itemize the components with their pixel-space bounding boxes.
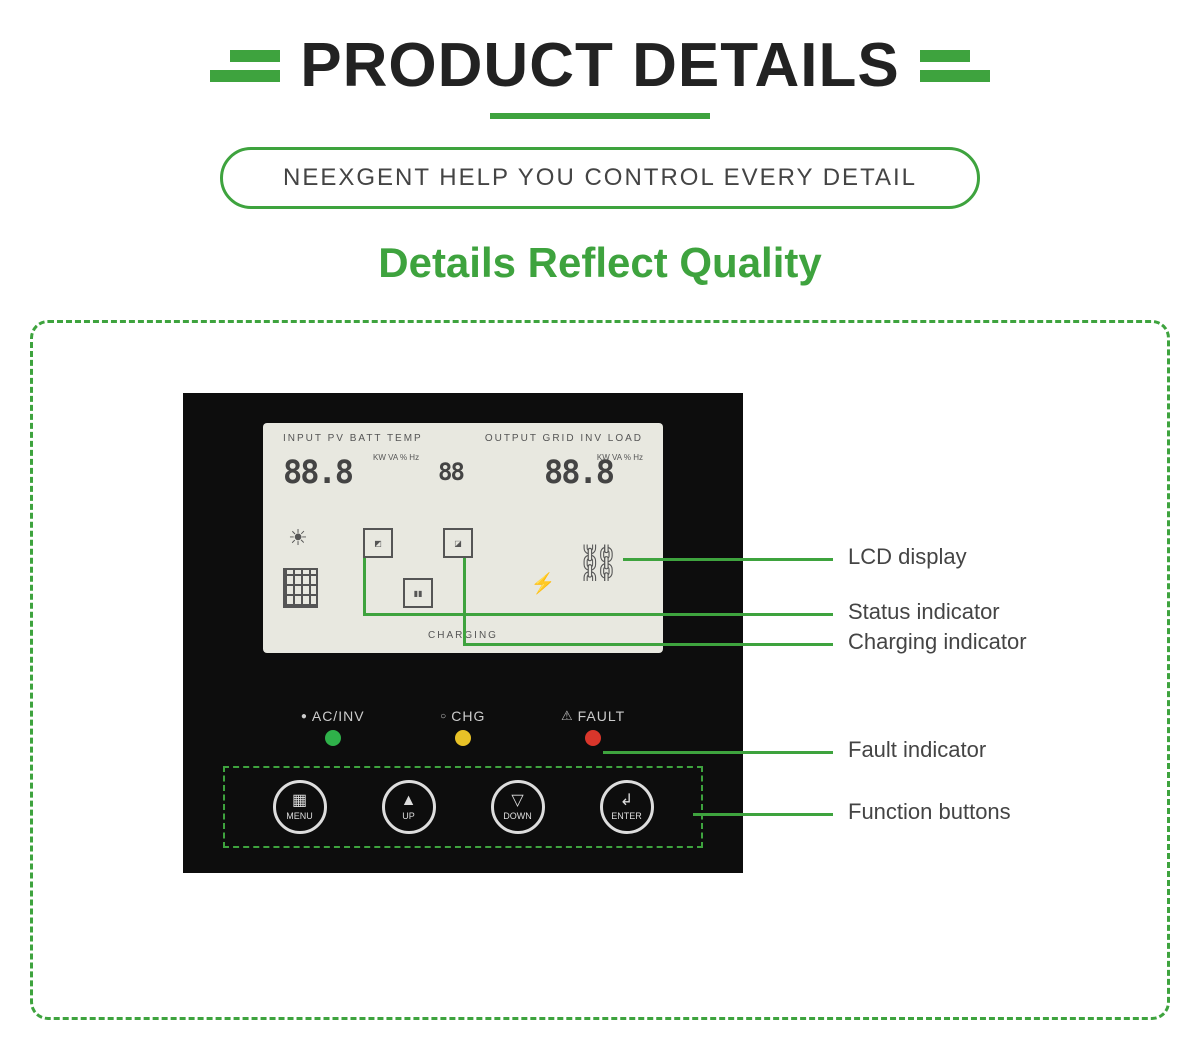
- tagline-pill: NEEXGENT HELP YOU CONTROL EVERY DETAIL: [220, 147, 980, 209]
- decor-bar: [230, 50, 280, 62]
- lcd-top-left-label: INPUT PV BATT TEMP: [283, 433, 423, 444]
- lcd-units-right: KW VA % Hz: [597, 453, 643, 463]
- callout-leader: [463, 558, 466, 643]
- down-button[interactable]: ▽ DOWN: [491, 780, 545, 834]
- up-button-icon: ▲: [401, 793, 417, 809]
- diagram-container: INPUT PV BATT TEMP OUTPUT GRID INV LOAD …: [30, 320, 1170, 1020]
- inverter-icon: ◪: [443, 528, 473, 558]
- indicator-chg: ○CHG: [440, 708, 485, 746]
- indicator-ac-inv: ●AC/INV: [301, 708, 365, 746]
- header: PRODUCT DETAILS NEEXGENT HELP YOU CONTRO…: [0, 0, 1200, 287]
- battery-icon: ▮▮: [403, 578, 433, 608]
- callout-label: Function buttons: [848, 799, 1011, 825]
- callout-line: [463, 643, 833, 646]
- up-button-label: UP: [402, 811, 415, 821]
- lcd-center-value: 88: [438, 458, 463, 486]
- page-title: PRODUCT DETAILS: [300, 30, 899, 101]
- led-indicator: [455, 730, 471, 746]
- decor-bar: [210, 70, 280, 82]
- indicator-label: ○CHG: [440, 708, 485, 724]
- inverter-icon: ◩: [363, 528, 393, 558]
- callout-label: Status indicator: [848, 599, 1000, 625]
- decor-bar: [920, 70, 990, 82]
- sun-icon: ☀: [283, 523, 313, 553]
- enter-button-icon: ↲: [620, 793, 633, 809]
- title-underline: [490, 113, 710, 119]
- enter-button-label: ENTER: [611, 811, 642, 821]
- callout-line: [623, 558, 833, 561]
- callout-label: Fault indicator: [848, 737, 986, 763]
- lcd-input-value: 88.8: [283, 453, 352, 491]
- down-button-icon: ▽: [511, 793, 523, 809]
- led-indicator: [585, 730, 601, 746]
- menu-button[interactable]: ▦ MENU: [273, 780, 327, 834]
- led-indicator: [325, 730, 341, 746]
- up-button[interactable]: ▲ UP: [382, 780, 436, 834]
- callout-label: Charging indicator: [848, 629, 1027, 655]
- down-button-label: DOWN: [503, 811, 532, 821]
- callout-label: LCD display: [848, 544, 967, 570]
- indicator-label: ⚠FAULT: [561, 708, 625, 724]
- menu-button-label: MENU: [286, 811, 313, 821]
- lcd-units-left: KW VA % Hz: [373, 453, 419, 463]
- indicator-label: ●AC/INV: [301, 708, 365, 724]
- indicator-row: ●AC/INV ○CHG ⚠FAULT: [223, 708, 703, 746]
- enter-button[interactable]: ↲ ENTER: [600, 780, 654, 834]
- decor-bars-right: [920, 50, 990, 82]
- plug-icon: ⚡: [528, 568, 558, 598]
- solar-panel-icon: [283, 568, 318, 608]
- decor-bars-left: [210, 50, 280, 82]
- menu-button-icon: ▦: [292, 793, 307, 809]
- function-button-group: ▦ MENU ▲ UP ▽ DOWN ↲ ENTER: [223, 766, 703, 848]
- indicator-fault: ⚠FAULT: [561, 708, 625, 746]
- tower-icon: ⛓: [578, 538, 618, 588]
- callout-line: [363, 613, 833, 616]
- lcd-top-right-label: OUTPUT GRID INV LOAD: [485, 433, 643, 444]
- callout-line: [693, 813, 833, 816]
- callout-leader: [363, 558, 366, 613]
- callout-line: [603, 751, 833, 754]
- decor-bar: [920, 50, 970, 62]
- subtitle: Details Reflect Quality: [0, 239, 1200, 287]
- title-row: PRODUCT DETAILS: [0, 30, 1200, 101]
